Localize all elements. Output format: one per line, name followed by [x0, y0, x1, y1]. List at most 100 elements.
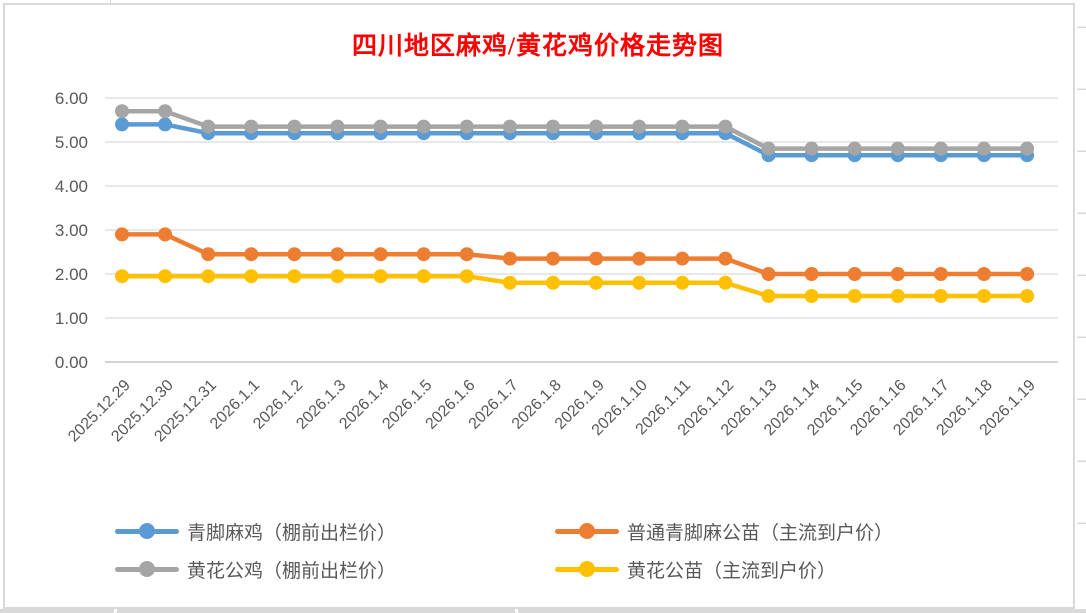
data-point: [416, 119, 431, 134]
data-point: [1020, 289, 1035, 303]
data-point: [373, 119, 388, 134]
data-point: [890, 289, 905, 303]
data-point: [115, 104, 129, 119]
price-chart[interactable]: [3, 3, 1075, 609]
data-point: [546, 275, 560, 290]
data-point: [373, 269, 388, 284]
data-point: [416, 247, 431, 262]
legend-item-huanghua-gongmiao[interactable]: 黄花公苗（主流到户价）: [555, 554, 836, 584]
data-point: [1020, 141, 1035, 156]
data-point: [201, 247, 216, 262]
data-point: [201, 119, 216, 134]
data-point: [847, 289, 862, 303]
data-point: [115, 269, 129, 284]
data-point: [158, 117, 173, 132]
legend-line-dot-icon: [555, 516, 619, 546]
legend-line-dot-icon: [115, 516, 179, 546]
data-point: [589, 251, 604, 266]
series-line: [122, 232, 1028, 277]
data-point: [330, 119, 345, 134]
data-point: [502, 251, 517, 266]
data-point: [158, 104, 173, 119]
data-point: [804, 289, 819, 303]
data-point: [330, 247, 345, 262]
y-axis-label: 0.00: [55, 353, 88, 372]
data-point: [675, 119, 690, 134]
data-point: [675, 251, 690, 266]
data-point: [933, 267, 948, 281]
sheet-cell-gridline: [110, 0, 111, 3]
data-point: [761, 141, 776, 156]
y-axis-label: 6.00: [55, 89, 88, 108]
data-point: [761, 289, 776, 303]
legend-item-huanghua-gongji[interactable]: 黄花公鸡（棚前出栏价）: [115, 554, 396, 584]
data-point: [287, 119, 302, 134]
y-axis-label: 4.00: [55, 177, 88, 196]
data-point: [502, 119, 517, 134]
data-point: [1020, 267, 1035, 281]
data-point: [761, 267, 776, 281]
sheet-cell-gridline: [515, 609, 518, 613]
legend-label: 青脚麻鸡（棚前出栏价）: [187, 522, 397, 544]
data-point: [201, 269, 216, 284]
data-point: [718, 251, 733, 266]
data-point: [847, 141, 862, 156]
data-point: [632, 251, 647, 266]
data-point: [244, 269, 259, 284]
data-point: [115, 117, 129, 132]
data-point: [459, 247, 474, 262]
y-axis-label: 5.00: [55, 133, 88, 152]
data-point: [330, 269, 345, 284]
y-axis-label: 3.00: [55, 221, 88, 240]
data-point: [373, 247, 388, 262]
legend-label: 黄花公苗（主流到户价）: [627, 560, 837, 582]
data-point: [890, 141, 905, 156]
data-point: [158, 227, 173, 242]
data-point: [244, 119, 259, 134]
data-point: [459, 269, 474, 284]
series-line: [122, 273, 1028, 299]
data-point: [804, 141, 819, 156]
data-point: [546, 119, 560, 134]
data-point: [158, 269, 173, 284]
data-point: [589, 275, 604, 290]
data-point: [416, 269, 431, 284]
data-point: [977, 141, 991, 156]
data-point: [287, 269, 302, 284]
legend-item-qingjiao-maji[interactable]: 青脚麻鸡（棚前出栏价）: [115, 516, 396, 546]
data-point: [675, 275, 690, 290]
y-axis-label: 2.00: [55, 265, 88, 284]
series-line: [122, 122, 1028, 158]
legend-item-putong-qingjiaoma-gongmiao[interactable]: 普通青脚麻公苗（主流到户价）: [555, 516, 893, 546]
data-point: [589, 119, 604, 134]
legend-label: 普通青脚麻公苗（主流到户价）: [627, 522, 894, 544]
data-point: [718, 119, 733, 134]
data-point: [890, 267, 905, 281]
data-point: [459, 119, 474, 134]
sheet-row-edge: [0, 609, 1086, 613]
legend-line-dot-icon: [555, 554, 619, 584]
data-point: [287, 247, 302, 262]
sheet-column-edge: [1077, 0, 1086, 613]
data-point: [244, 247, 259, 262]
data-point: [977, 267, 991, 281]
data-point: [933, 141, 948, 156]
data-point: [546, 251, 560, 266]
data-point: [632, 119, 647, 134]
chart-title: 四川地区麻鸡/黄花鸡价格走势图: [352, 33, 724, 60]
series-line: [122, 108, 1028, 151]
data-point: [502, 275, 517, 290]
data-point: [115, 227, 129, 242]
data-point: [977, 289, 991, 303]
data-point: [632, 275, 647, 290]
data-point: [933, 289, 948, 303]
data-point: [847, 267, 862, 281]
data-point: [718, 275, 733, 290]
legend-line-dot-icon: [115, 554, 179, 584]
sheet-cell-gridline: [114, 609, 117, 613]
legend-label: 黄花公鸡（棚前出栏价）: [187, 560, 397, 582]
y-axis-label: 1.00: [55, 309, 88, 328]
data-point: [804, 267, 819, 281]
